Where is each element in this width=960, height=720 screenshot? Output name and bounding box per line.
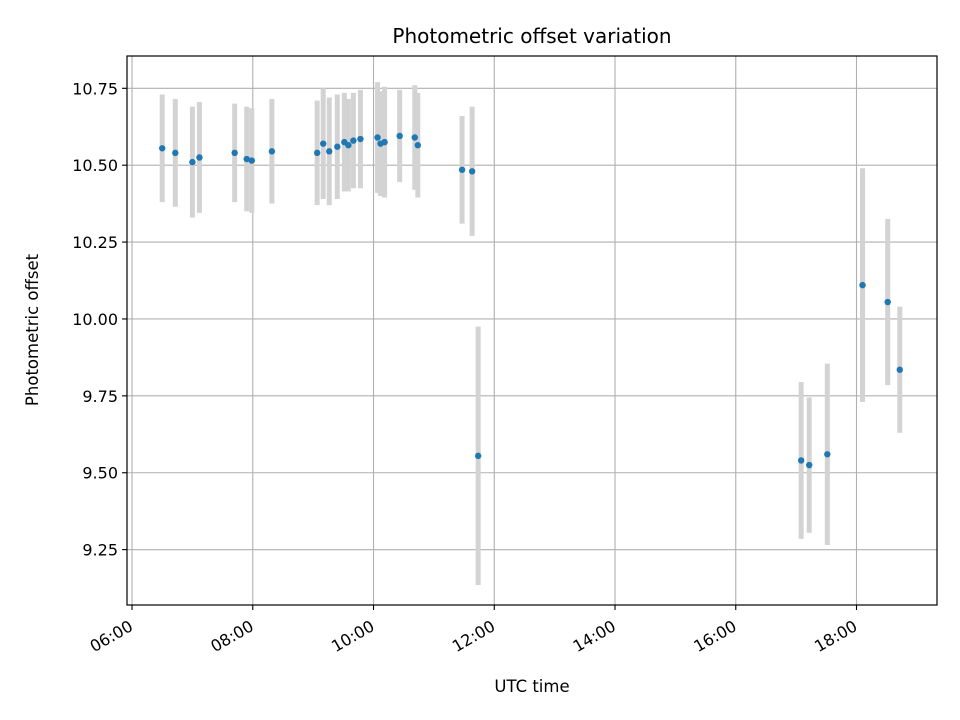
x-axis: 06:00 08:00 10:00 12:00 14:00 16:00 18:00	[87, 605, 861, 656]
x-tick-label: 16:00	[690, 616, 739, 656]
y-tick-label: 10.25	[72, 233, 118, 252]
y-tick-label: 10.00	[72, 310, 118, 329]
data-point	[396, 132, 403, 140]
y-tick-label: 9.75	[82, 387, 118, 406]
data-point	[159, 145, 166, 152]
grid	[127, 56, 937, 605]
error-bars	[159, 82, 903, 586]
data-point	[357, 135, 364, 143]
data-point	[320, 140, 327, 147]
x-tick-label: 12:00	[449, 616, 498, 656]
data-point	[248, 157, 255, 164]
data-point	[196, 154, 203, 161]
y-tick-label: 10.50	[72, 156, 118, 175]
data-points	[159, 132, 903, 469]
x-tick-label: 06:00	[87, 616, 136, 656]
y-tick-label: 9.25	[82, 541, 118, 560]
plot-frame	[126, 55, 938, 606]
x-tick-label: 14:00	[570, 616, 619, 656]
data-point	[797, 457, 805, 464]
data-point	[374, 134, 381, 141]
data-point	[326, 148, 333, 155]
data-point	[381, 138, 388, 146]
x-tick-label: 18:00	[811, 616, 860, 656]
data-point	[458, 166, 466, 173]
data-point	[824, 451, 831, 458]
data-point	[268, 148, 276, 155]
data-point	[345, 141, 352, 149]
data-point	[189, 158, 196, 166]
data-point	[172, 149, 179, 157]
data-point	[859, 281, 866, 289]
y-axis: 9.25 9.50 9.75 10.00 10.25 10.50 10.75	[72, 79, 127, 560]
data-point	[414, 141, 421, 149]
data-point	[231, 149, 238, 157]
data-point	[411, 134, 418, 141]
data-point	[243, 155, 250, 163]
y-axis-title: Photometric offset	[23, 253, 42, 406]
x-axis-title: UTC time	[494, 677, 569, 696]
chart-title: Photometric offset variation	[392, 24, 671, 48]
x-tick-label: 08:00	[207, 616, 256, 656]
data-point	[350, 137, 357, 144]
y-tick-label: 9.50	[82, 464, 118, 483]
data-point	[334, 143, 341, 150]
data-point	[806, 461, 813, 469]
data-point	[468, 168, 476, 175]
y-tick-label: 10.75	[72, 79, 118, 98]
data-point	[313, 149, 321, 157]
data-point	[474, 452, 482, 460]
data-point	[884, 298, 891, 306]
x-tick-label: 10:00	[328, 616, 377, 656]
data-point	[896, 366, 903, 373]
